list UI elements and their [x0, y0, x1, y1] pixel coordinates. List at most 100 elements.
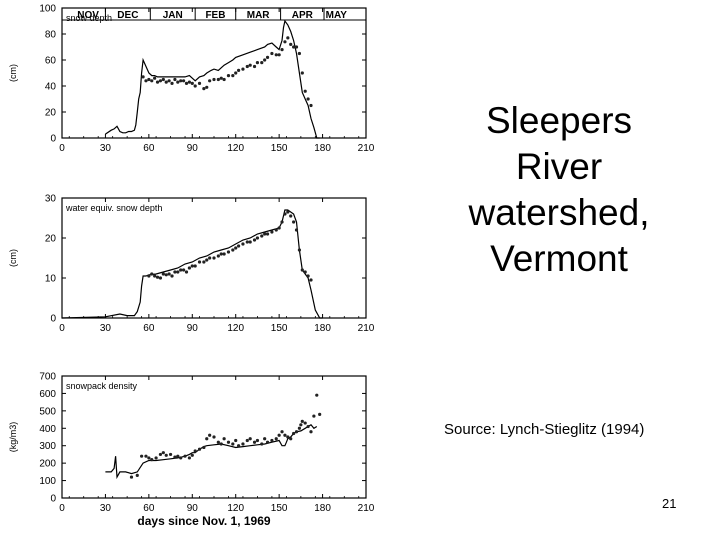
chart-1-data-point [161, 77, 165, 82]
slide-title-line-4: Vermont [490, 238, 628, 279]
chart-3-data-point [158, 452, 163, 457]
chart-1-ytick-label: 0 [50, 134, 56, 145]
chart-2-panel-title: water equiv. snow depth [65, 203, 162, 213]
chart-2-data-point [179, 268, 183, 272]
chart-3-data-point [252, 440, 257, 444]
chart-1-data-point [219, 76, 223, 80]
chart-2-data-point [197, 260, 202, 264]
chart-3-data-point [241, 442, 245, 446]
chart-1-data-point [222, 77, 226, 82]
chart-3-data-point [299, 423, 303, 427]
chart-2-xtick-label: 90 [187, 323, 199, 334]
chart-3-data-point [135, 473, 139, 477]
chart-3-data-point [315, 393, 319, 397]
chart-3-data-point [283, 433, 287, 437]
slide-title-line-1: Sleepers [485, 100, 633, 141]
chart-1-data-point [197, 81, 202, 85]
chart-1-data-point [170, 81, 174, 85]
chart-1-month-label: DEC [117, 10, 138, 21]
chart-3-data-point [193, 449, 197, 453]
chart-2-data-point [245, 240, 249, 244]
chart-2-data-point [265, 232, 270, 236]
chart-2-data-point [263, 232, 267, 236]
chart-1-data-point [289, 42, 293, 47]
chart-2-data-point [280, 220, 284, 224]
chart-1-data-point [270, 51, 274, 56]
chart-1-frame [61, 7, 367, 139]
chart-1-ylabel: (cm) [8, 64, 18, 82]
chart-1-data-point [245, 64, 249, 69]
chart-1-data-point [265, 55, 270, 60]
chart-1-data-point [155, 80, 160, 84]
chart-2-data-point [260, 234, 264, 238]
chart-1-month-label: APR [292, 10, 314, 21]
chart-1-data-point [286, 36, 290, 40]
chart-2-data-point [158, 276, 163, 280]
chart-1-ytick-label: 40 [45, 82, 57, 93]
chart-2-data-point [237, 244, 241, 248]
chart-2-data-point [176, 270, 180, 274]
chart-2-data-point [164, 273, 168, 277]
chart-1-data-point [306, 97, 310, 101]
chart-2-data-point [283, 212, 287, 216]
chart-2-xtick-label: 180 [314, 323, 331, 334]
chart-1-ytick-label: 60 [45, 56, 57, 67]
chart-2-xtick-label: 60 [143, 323, 155, 334]
chart-2-xtick-label: 210 [358, 323, 375, 334]
chart-2-data-point [187, 266, 191, 270]
chart-3-data-point [222, 437, 226, 441]
chart-1-data-point [234, 71, 238, 75]
chart-1-data-point [231, 74, 235, 78]
chart-3-xtick-label: 150 [271, 503, 288, 514]
chart-3-data-point [306, 424, 310, 429]
chart-1-xtick-label: 210 [358, 143, 375, 154]
chart-2-xtick-label: 120 [227, 323, 244, 334]
chart-3-data-point [208, 433, 212, 437]
chart-2-data-point [147, 274, 151, 278]
chart-3-data-point [219, 442, 223, 446]
chart-1-data-point [205, 85, 209, 89]
chart-3-data-point [150, 458, 154, 462]
chart-1-data-point [202, 87, 206, 91]
chart-2-data-point [184, 270, 189, 274]
chart-2-ytick-label: 20 [45, 234, 57, 245]
chart-3-data-point [265, 440, 270, 444]
chart-2-data-point [202, 260, 206, 264]
chart-3-data-point [292, 431, 296, 436]
chart-1-month-label: NOV [77, 10, 99, 21]
chart-1-data-point [216, 77, 220, 82]
chart-1-month-label: MAY [326, 10, 348, 21]
chart-1-data-point [153, 76, 157, 80]
chart-3-data-point [187, 456, 191, 460]
chart-3-data-point [212, 435, 216, 439]
chart-3-data-point [237, 444, 241, 448]
chart-3-data-point [274, 437, 278, 441]
chart-1-month-label: FEB [205, 10, 225, 21]
chart-1-data-point [150, 79, 154, 83]
chart-3-ytick-label: 0 [50, 494, 56, 505]
chart-3-data-point [179, 456, 183, 460]
slide-title-line-3: watershed, [468, 192, 650, 233]
chart-2-data-point [167, 272, 171, 276]
chart-1-data-point [283, 40, 287, 44]
chart-3-data-point [168, 452, 173, 457]
chart-3-data-point [303, 421, 307, 425]
chart-3-data-point [309, 430, 313, 434]
chart-2-data-point [255, 236, 260, 240]
chart-2-data-point [241, 242, 245, 246]
chart-2-series-line [61, 209, 323, 319]
chart-2-data-point [289, 214, 293, 218]
chart-3-data-point [176, 454, 180, 458]
chart-1-xtick-label: 150 [271, 143, 288, 154]
chart-1-month-label: MAR [247, 10, 271, 21]
page-number: 21 [662, 496, 677, 511]
chart-1-xtick-label: 120 [227, 143, 244, 154]
chart-1-data-point [292, 45, 296, 49]
chart-1-xtick-label: 90 [187, 143, 199, 154]
chart-3-ytick-label: 600 [39, 389, 56, 400]
chart-3-data-point [255, 438, 260, 443]
chart-1-data-point [241, 67, 245, 71]
chart-1-data-point [263, 58, 267, 62]
chart-2-data-point [208, 256, 212, 260]
